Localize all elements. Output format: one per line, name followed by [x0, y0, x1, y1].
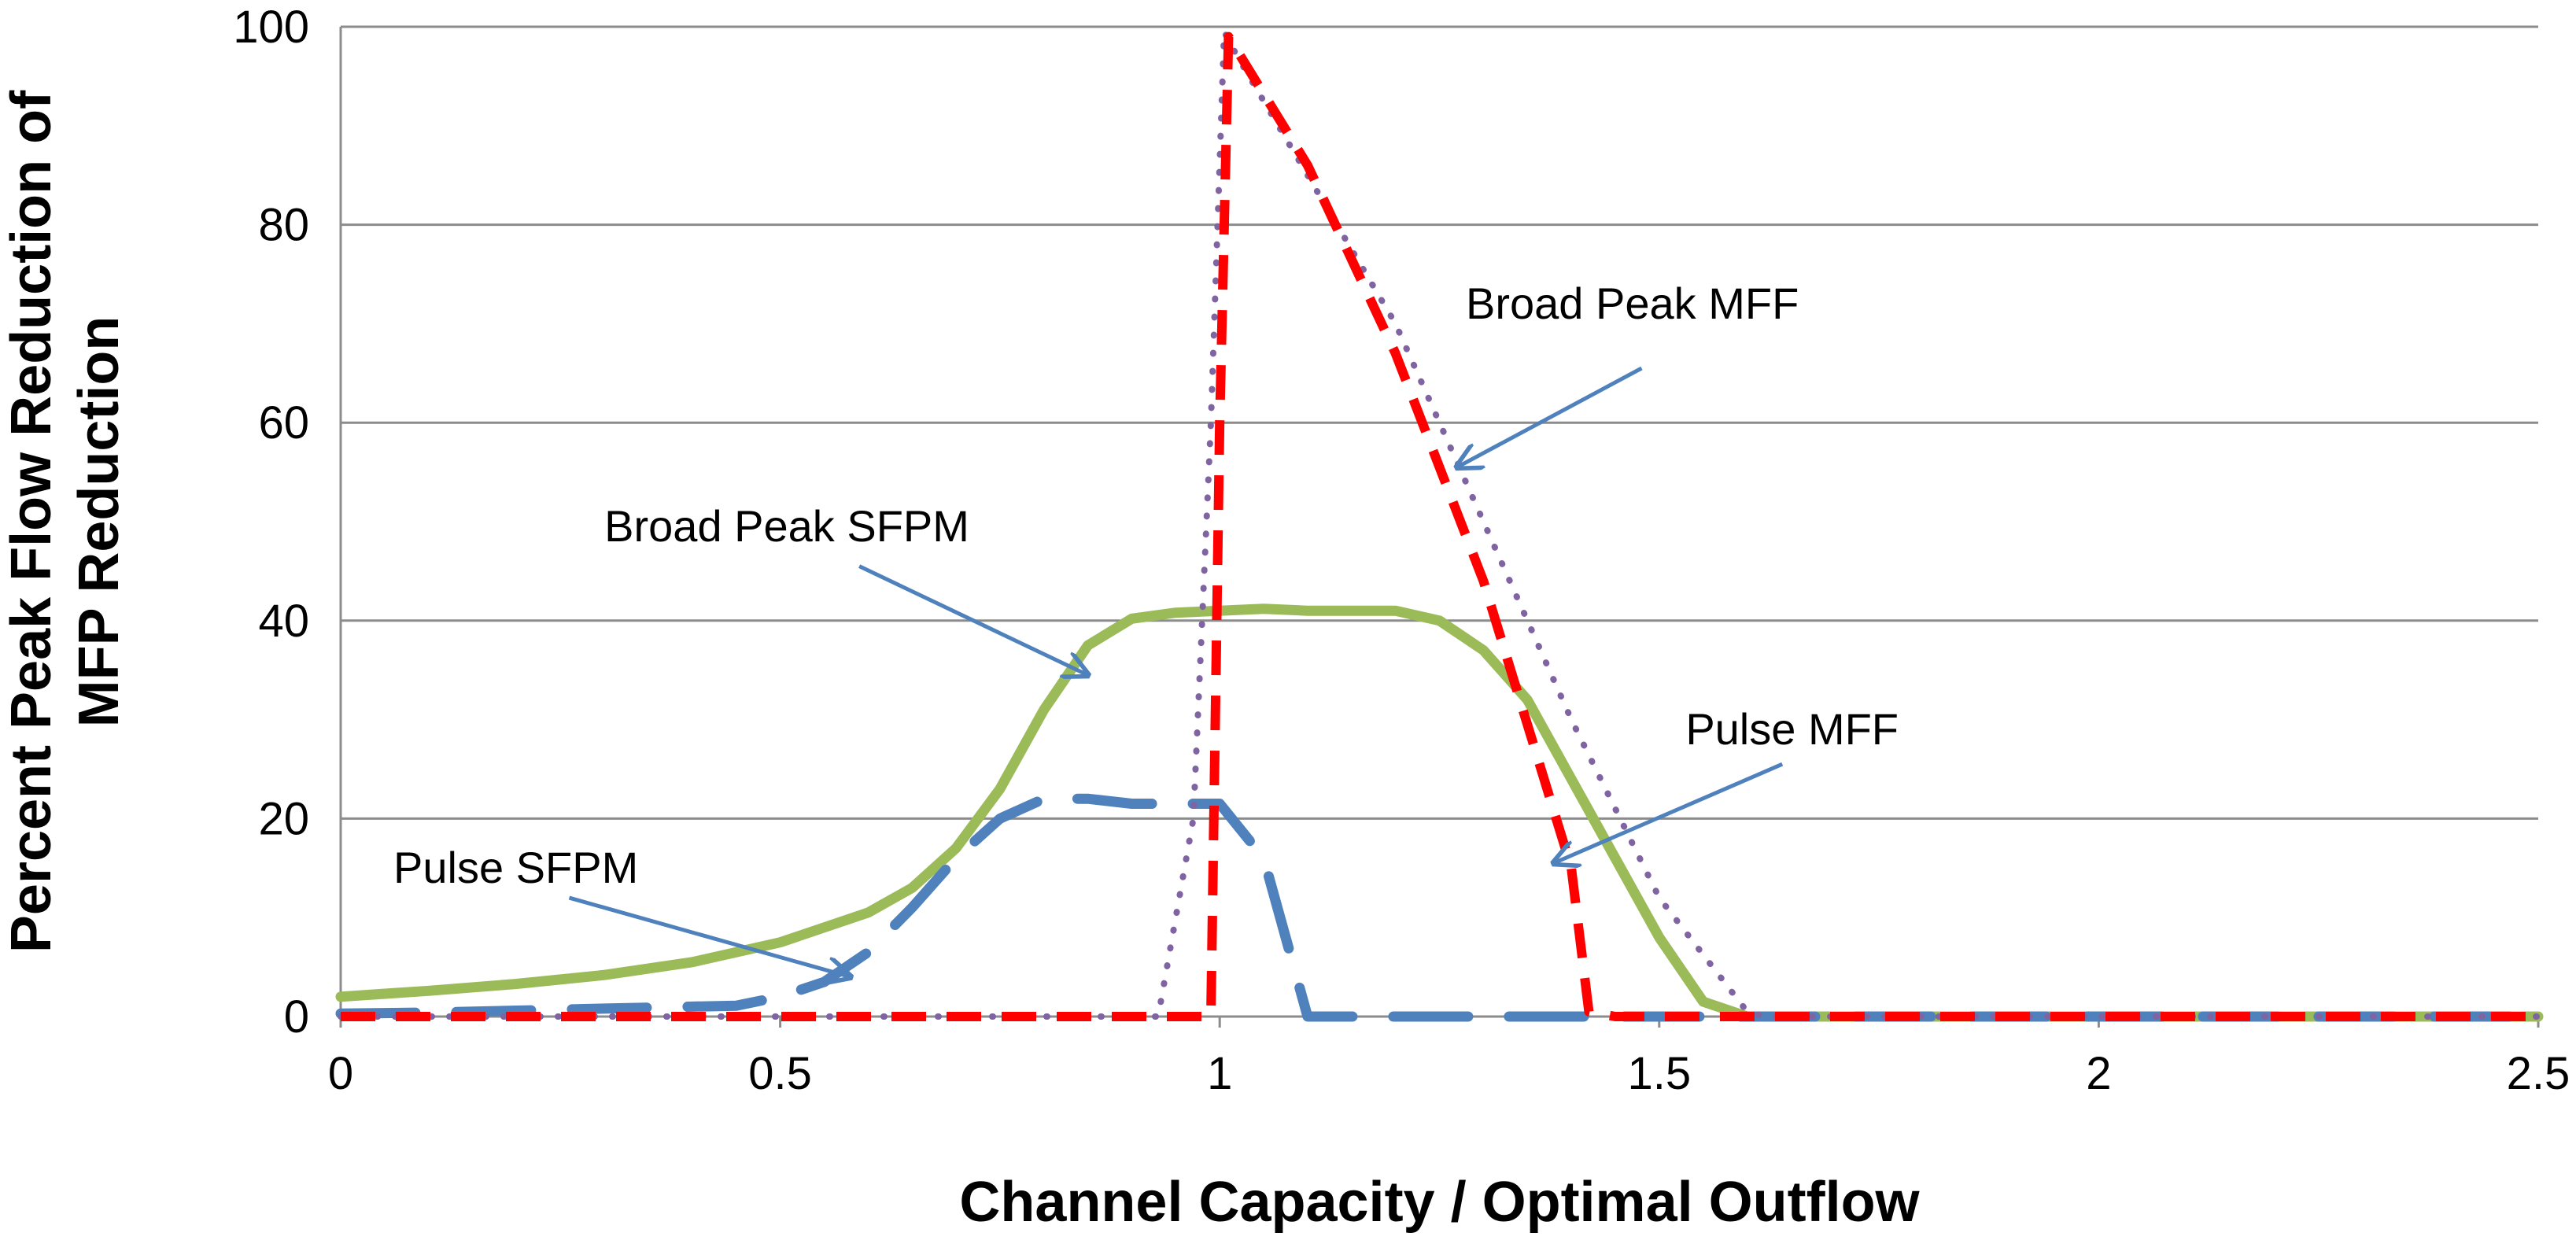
- series-line-broad-peak-sfpm: [335, 603, 2544, 1022]
- y-axis-title-line-1: Percent Peak Flow Reduction of: [0, 90, 63, 953]
- annotation-label-broad-peak-mff: Broad Peak MFF: [1466, 279, 1799, 328]
- y-axis-title-line-2: MFP Reduction: [68, 316, 131, 728]
- y-tick-label: 100: [233, 2, 309, 53]
- axes: 0 20 40 60 80 100 0 0.5 1 1.5 2 2.5: [233, 2, 2570, 1099]
- annotation-arrow-pulse-sfpm: [568, 895, 851, 977]
- y-tick-label: 0: [284, 991, 309, 1043]
- annotation-label-pulse-sfpm: Pulse SFPM: [393, 843, 638, 892]
- series-line-broad-peak-mff: [338, 28, 2541, 1020]
- x-tick-label: 0.5: [748, 1048, 812, 1099]
- series-line-pulse-sfpm: [335, 793, 2544, 1022]
- annotations: Broad Peak MFF Broad Peak SFPM Pulse MFF Pu…: [393, 279, 1899, 977]
- x-axis-title: Channel Capacity / Optimal Outflow: [959, 1171, 1920, 1234]
- annotation-label-pulse-mff: Pulse MFF: [1685, 704, 1899, 754]
- series-line-pulse-mff: [341, 31, 2538, 1021]
- x-tick-label: 0: [328, 1048, 353, 1099]
- y-tick-label: 20: [258, 793, 309, 844]
- gridlines: [341, 25, 2538, 820]
- annotation-arrow-pulse-mff: [1554, 762, 1784, 863]
- x-tick-label: 1.5: [1627, 1048, 1691, 1099]
- x-tick-label: 1: [1207, 1048, 1232, 1099]
- annotation-arrow-broad-peak-sfpm: [858, 564, 1087, 675]
- annotation-arrow-broad-peak-mff: [1457, 366, 1643, 467]
- y-tick-label: 60: [258, 397, 309, 448]
- x-tick-label: 2.5: [2507, 1048, 2570, 1099]
- x-tick-label: 2: [2086, 1048, 2111, 1099]
- y-tick-label: 40: [258, 596, 309, 647]
- y-tick-label: 80: [258, 200, 309, 251]
- axis-labels: Channel Capacity / Optimal Outflow Perce…: [0, 90, 1921, 1234]
- annotation-label-broad-peak-sfpm: Broad Peak SFPM: [604, 501, 969, 551]
